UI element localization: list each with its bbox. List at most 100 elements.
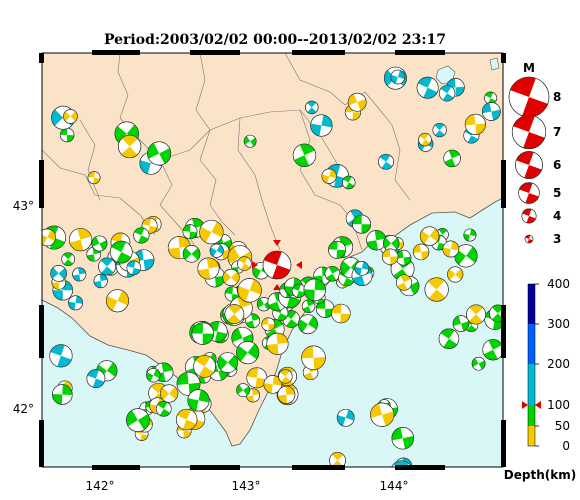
event-beachball-191 bbox=[432, 122, 447, 138]
event-beachball-10 bbox=[93, 273, 108, 289]
y-tick-43: 43° bbox=[13, 199, 34, 213]
main-event-marker-top bbox=[273, 240, 281, 246]
event-beachball-138 bbox=[126, 408, 150, 432]
frame-bar-right-0 bbox=[501, 53, 506, 63]
colorbar-label-200: 200 bbox=[547, 357, 570, 371]
event-beachball-0 bbox=[72, 267, 87, 282]
event-beachball-134 bbox=[146, 368, 161, 383]
event-beachball-189 bbox=[378, 153, 394, 170]
colorbar-label-100: 100 bbox=[547, 398, 570, 412]
event-beachball-190 bbox=[443, 149, 461, 168]
event-beachball-25 bbox=[133, 227, 150, 244]
event-beachball-93 bbox=[463, 228, 477, 242]
frame-bar-bottom-3 bbox=[395, 465, 445, 470]
event-beachball-148 bbox=[277, 385, 296, 404]
event-beachball-75 bbox=[303, 278, 326, 302]
colorbar-marker-right bbox=[535, 401, 541, 409]
event-beachball-183 bbox=[310, 114, 333, 137]
event-beachball-68 bbox=[331, 303, 351, 324]
event-beachball-161 bbox=[336, 408, 355, 427]
event-beachball-178 bbox=[292, 143, 317, 167]
event-beachball-37 bbox=[197, 257, 220, 280]
frame-bar-left-3 bbox=[39, 420, 44, 467]
event-beachball-186 bbox=[347, 92, 367, 112]
event-beachball-101 bbox=[381, 248, 399, 265]
event-beachball-177 bbox=[321, 168, 337, 184]
event-beachball-136 bbox=[187, 389, 210, 412]
event-beachball-156 bbox=[471, 356, 486, 371]
event-beachball-196 bbox=[438, 85, 456, 102]
event-beachball-163 bbox=[391, 426, 414, 450]
frame-bar-left-2 bbox=[39, 305, 44, 358]
event-beachball-98 bbox=[424, 277, 449, 302]
event-beachball-201 bbox=[86, 369, 106, 389]
event-beachball-22 bbox=[126, 260, 142, 276]
event-beachball-13 bbox=[98, 257, 117, 276]
frame-bar-bottom-2 bbox=[292, 465, 345, 470]
event-beachball-169 bbox=[87, 171, 101, 185]
depth-colorbar-label: Depth(km) bbox=[504, 468, 576, 482]
event-beachball-102 bbox=[442, 240, 460, 258]
frame-bar-right-3 bbox=[501, 420, 506, 467]
depth-colorbar: 400 300 200 100 50 0 bbox=[522, 277, 570, 453]
event-beachball-202 bbox=[49, 344, 73, 368]
frame-bar-bottom-1 bbox=[190, 465, 240, 470]
event-beachball-69 bbox=[301, 299, 316, 313]
event-beachball-115 bbox=[236, 341, 260, 365]
event-beachball-43 bbox=[245, 313, 261, 329]
event-beachball-39 bbox=[237, 256, 252, 271]
event-beachball-82 bbox=[328, 240, 346, 259]
event-beachball-89 bbox=[395, 249, 412, 266]
magnitude-legend-ball-5 bbox=[518, 182, 540, 204]
event-beachball-149 bbox=[301, 345, 326, 371]
frame-bar-top-0 bbox=[92, 50, 140, 55]
magnitude-legend-label-6: 6 bbox=[553, 158, 561, 172]
event-beachball-192 bbox=[390, 69, 406, 85]
event-beachball-5 bbox=[68, 295, 83, 311]
frame-bar-right-2 bbox=[501, 305, 506, 358]
event-beachball-87 bbox=[366, 230, 387, 251]
magnitude-legend-ball-3 bbox=[524, 234, 534, 244]
event-beachball-167 bbox=[370, 402, 395, 427]
event-beachball-61 bbox=[237, 278, 262, 303]
event-beachball-147 bbox=[278, 369, 293, 384]
magnitude-legend: 8 7 6 5 4 3 bbox=[508, 76, 561, 246]
magnitude-legend-label-4: 4 bbox=[553, 209, 561, 223]
map-title: Period:2003/02/02 00:00--2013/02/02 23:1… bbox=[104, 32, 446, 48]
frame-bar-top-2 bbox=[292, 50, 345, 55]
magnitude-legend-ball-4 bbox=[521, 208, 537, 224]
event-beachball-175 bbox=[118, 134, 142, 159]
event-beachball-86 bbox=[354, 260, 370, 276]
magnitude-legend-label-7: 7 bbox=[553, 125, 561, 139]
magnitude-legend-label-3: 3 bbox=[553, 232, 561, 246]
event-beachball-14 bbox=[91, 235, 108, 252]
event-beachball-181 bbox=[305, 100, 319, 115]
event-beachball-179 bbox=[243, 134, 257, 148]
event-beachball-140 bbox=[159, 384, 179, 403]
event-beachball-141 bbox=[193, 355, 216, 378]
event-beachball-142 bbox=[266, 332, 289, 355]
event-beachball-198 bbox=[464, 113, 486, 135]
frame-bar-top-1 bbox=[190, 50, 240, 55]
event-beachball-155 bbox=[438, 328, 460, 349]
event-beachball-153 bbox=[452, 315, 470, 332]
colorbar-label-50: 50 bbox=[555, 419, 570, 433]
colorbar-frame bbox=[527, 283, 536, 447]
main-event-marker-right bbox=[296, 261, 302, 269]
event-beachball-168 bbox=[59, 127, 75, 143]
magnitude-legend-ball-7 bbox=[511, 114, 547, 150]
event-beachball-120 bbox=[217, 352, 239, 373]
event-beachball-30 bbox=[182, 224, 198, 240]
event-beachball-193 bbox=[418, 132, 432, 147]
map-frame bbox=[41, 52, 504, 468]
earthquake-mechanisms bbox=[42, 66, 503, 467]
frame-bar-right-1 bbox=[501, 160, 506, 208]
event-beachball-58 bbox=[222, 268, 240, 286]
event-beachball-180 bbox=[342, 175, 356, 190]
colorbar-band-1 bbox=[528, 405, 535, 426]
event-beachball-139 bbox=[155, 400, 172, 417]
event-beachball-188 bbox=[416, 76, 439, 99]
magnitude-legend-label-5: 5 bbox=[553, 186, 561, 200]
event-beachball-52 bbox=[224, 304, 245, 324]
